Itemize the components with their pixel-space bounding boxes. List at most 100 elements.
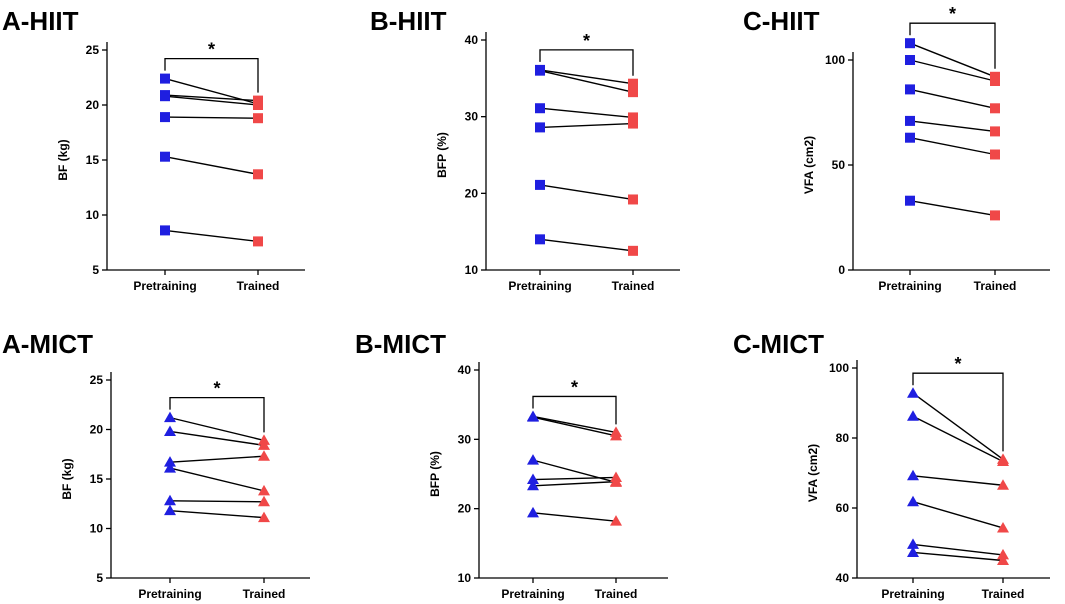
series-line: [532, 416, 617, 437]
x-tick-label: Pretraining: [138, 587, 201, 601]
y-tick-label: 10: [90, 522, 104, 536]
x-tick-label: Trained: [595, 587, 638, 601]
pretraining-point: [905, 55, 915, 65]
series-line: [912, 501, 1004, 529]
pretraining-point: [905, 132, 915, 143]
y-tick-label: 15: [90, 472, 104, 486]
y-tick-label: 25: [90, 373, 104, 387]
series-line: [169, 455, 265, 463]
significance-bracket: [169, 396, 265, 433]
y-tick-label: 30: [465, 110, 479, 124]
y-tick-label: 10: [458, 571, 472, 585]
y-axis-label: BFP (%): [435, 132, 449, 178]
y-axis-label: BF (kg): [60, 458, 74, 499]
pretraining-point: [907, 495, 919, 507]
series-line: [539, 238, 634, 252]
trained-point: [258, 484, 270, 496]
trained-point: [997, 455, 1009, 466]
pretraining-point: [527, 506, 539, 518]
x-tick-label: Trained: [974, 279, 1017, 293]
pretraining-point: [907, 538, 919, 549]
pretraining-point: [527, 411, 539, 422]
pretraining-point: [164, 494, 176, 506]
panel-title: C-MICT: [733, 329, 824, 359]
pretraining-point: [905, 115, 915, 126]
trained-point: [997, 521, 1009, 533]
y-tick-label: 40: [836, 571, 850, 585]
y-tick-label: 10: [465, 263, 479, 277]
trained-point: [253, 169, 263, 180]
panel-a-mict: A-MICT 5 10 15 20 25 Pretraining Trained BF (kg)…: [2, 329, 310, 601]
trained-point: [258, 450, 270, 461]
y-tick-label: 100: [829, 361, 849, 375]
y-tick-label: 20: [90, 423, 104, 437]
pretraining-point: [905, 195, 915, 206]
series-line: [909, 88, 996, 109]
series-line: [164, 116, 259, 119]
series-line: [164, 94, 259, 102]
series-line: [539, 69, 634, 93]
x-tick-label: Pretraining: [881, 587, 944, 601]
pretraining-point: [160, 91, 170, 102]
series-line: [912, 415, 1004, 463]
trained-point: [990, 103, 1000, 114]
pretraining-point: [527, 473, 539, 485]
x-tick-label: Pretraining: [133, 279, 196, 293]
pretraining-point: [164, 456, 176, 467]
panel-c-hiit: C-HIIT 0 50 100 Pretraining Trained VFA (cm2) *: [743, 4, 1050, 293]
pretraining-point: [164, 411, 176, 423]
pretraining-point: [907, 410, 919, 421]
y-tick-label: 15: [86, 153, 100, 167]
trained-point: [997, 554, 1009, 565]
series-line: [532, 480, 617, 487]
y-axis-label: VFA (cm2): [802, 136, 816, 194]
significance-marker: *: [954, 354, 961, 374]
series-line: [909, 137, 996, 156]
panel-title: B-HIIT: [370, 6, 447, 36]
series-line: [539, 122, 634, 129]
pretraining-point: [527, 454, 539, 465]
trained-point: [253, 100, 263, 110]
series-line: [532, 459, 617, 483]
x-tick-label: Trained: [612, 279, 655, 293]
pretraining-point: [164, 504, 176, 516]
trained-point: [990, 210, 1000, 221]
series-line: [912, 543, 1004, 556]
trained-point: [628, 112, 638, 123]
trained-point: [628, 78, 638, 89]
series-line: [539, 107, 634, 119]
series-line: [169, 509, 265, 519]
trained-point: [628, 87, 638, 98]
y-tick-label: 10: [86, 208, 100, 222]
series-line: [912, 392, 1004, 460]
pretraining-point: [905, 38, 915, 49]
series-line: [909, 42, 996, 78]
trained-point: [997, 479, 1009, 490]
trained-point: [990, 76, 1000, 86]
significance-bracket: [539, 49, 634, 76]
series-line: [532, 415, 617, 434]
significance-bracket: [909, 22, 996, 69]
significance-bracket: [164, 57, 259, 93]
significance-marker: *: [213, 379, 220, 399]
series-line: [912, 551, 1004, 562]
x-tick-label: Pretraining: [878, 279, 941, 293]
x-tick-label: Pretraining: [508, 279, 571, 293]
pretraining-point: [535, 65, 545, 76]
x-tick-label: Trained: [243, 587, 286, 601]
y-tick-label: 80: [836, 431, 850, 445]
trained-point: [253, 236, 263, 247]
series-line: [169, 467, 265, 492]
series-line: [169, 430, 265, 447]
pretraining-point: [160, 225, 170, 236]
series-line: [164, 95, 259, 106]
trained-point: [610, 475, 622, 487]
pretraining-point: [905, 84, 915, 95]
series-line: [539, 69, 634, 85]
significance-marker: *: [571, 377, 578, 397]
series-line: [539, 184, 634, 201]
trained-point: [628, 245, 638, 256]
y-axis-label: VFA (cm2): [806, 444, 820, 502]
trained-point: [628, 194, 638, 205]
